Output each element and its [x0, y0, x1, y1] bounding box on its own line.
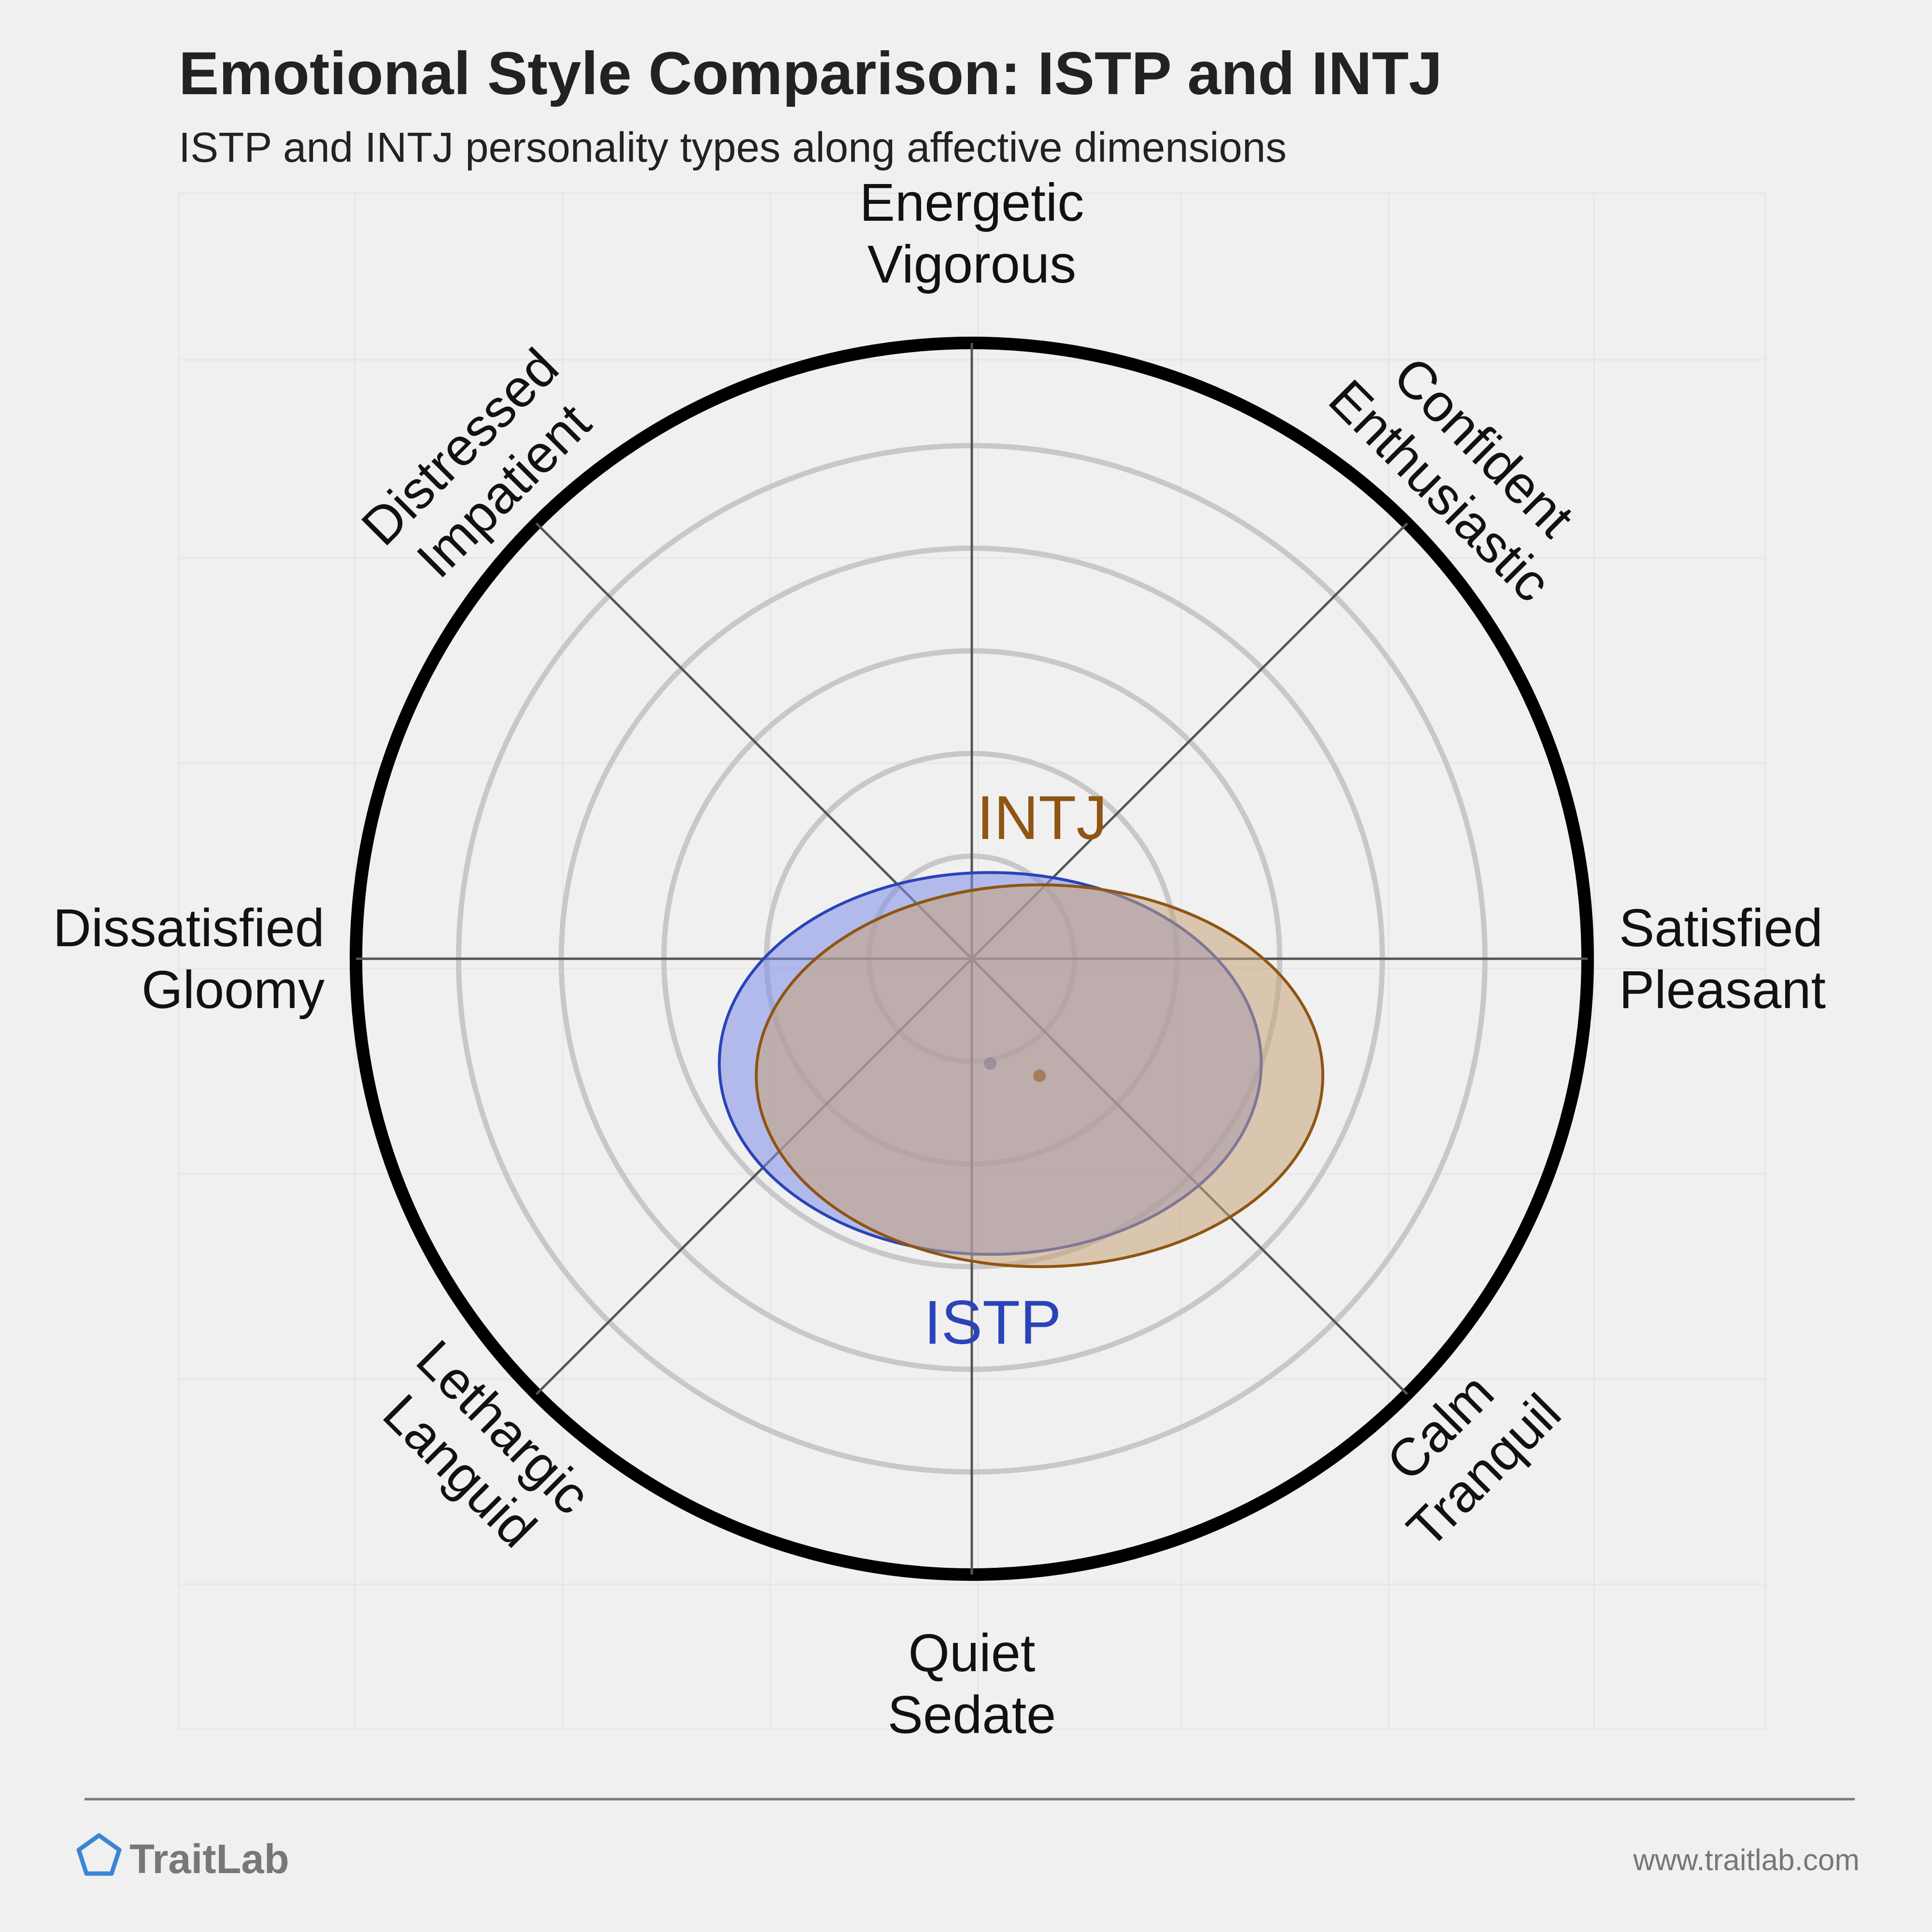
axis-label-line: Sedate: [888, 1685, 1056, 1745]
chart-subtitle: ISTP and INTJ personality types along af…: [179, 124, 1287, 171]
axis-label-line: Energetic: [860, 173, 1084, 232]
chart-title: Emotional Style Comparison: ISTP and INT…: [179, 40, 1442, 107]
type-label-intj: INTJ: [977, 783, 1107, 852]
type-labels: ISTP INTJ: [924, 783, 1107, 1357]
axis-label-line: Quiet: [909, 1623, 1036, 1683]
center-point-intj: [1033, 1069, 1046, 1082]
type-label-istp: ISTP: [924, 1288, 1062, 1357]
axis-label-line: Pleasant: [1619, 960, 1826, 1020]
footer-url: www.traitlab.com: [1633, 1844, 1860, 1877]
traitlab-logo-icon: [76, 1833, 122, 1876]
axis-label-line: Dissatisfied: [53, 898, 325, 958]
axis-label-line: Vigorous: [867, 235, 1076, 294]
axis-label-line: Satisfied: [1619, 898, 1823, 958]
footer-brand: TraitLab: [129, 1836, 289, 1882]
axis-label-line: Gloomy: [142, 960, 325, 1020]
type-ellipses: [718, 871, 1324, 1268]
